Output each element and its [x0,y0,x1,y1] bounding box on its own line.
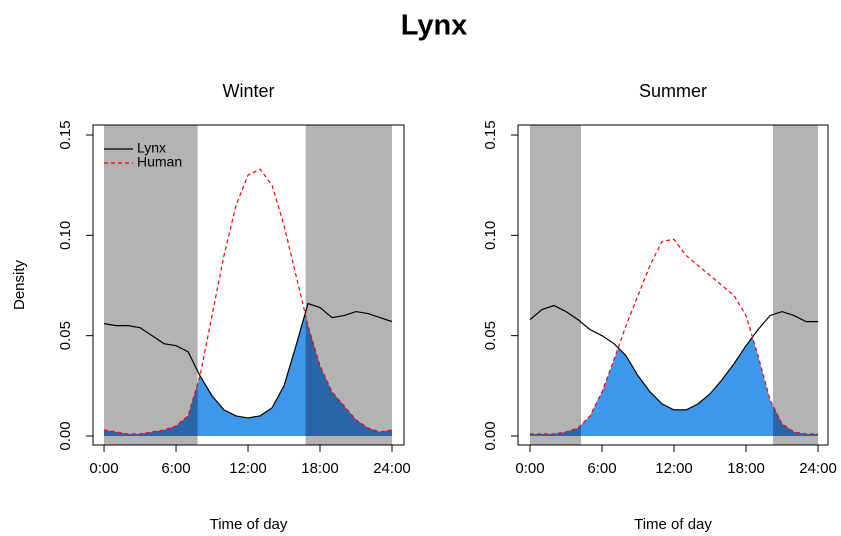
y-tick-label: 0.15 [57,120,74,149]
overlap-night-area [104,303,393,436]
legend-label: Lynx [137,140,166,156]
x-tick-label: 12:00 [655,460,693,477]
night-band [773,125,819,445]
x-tick-label: 0:00 [89,460,118,477]
x-axis-label: Time of day [210,516,288,533]
y-tick-label: 0.00 [57,421,74,450]
legend-label: Human [137,154,182,170]
series-line [103,302,393,419]
y-tick-label: 0.05 [482,321,499,350]
x-tick-label: 24:00 [373,460,411,477]
series-line [529,304,819,411]
x-tick-label: 18:00 [301,460,339,477]
y-tick-label: 0.10 [57,221,74,250]
panel-title: Summer [639,81,707,101]
series-line [103,168,393,435]
y-tick-label: 0.05 [57,321,74,350]
y-tick-label: 0.10 [482,221,499,250]
x-axis-label: Time of day [634,516,712,533]
x-tick-label: 18:00 [727,460,765,477]
overlap-night-group [104,303,393,436]
figure-title: Lynx [401,10,468,42]
x-tick-label: 0:00 [515,460,544,477]
series-line [530,238,819,435]
x-tick-label: 6:00 [161,460,190,477]
x-tick-label: 6:00 [587,460,616,477]
panel-title: Winter [222,81,274,101]
night-band [530,125,582,445]
overlap-group [104,303,393,436]
y-tick-label: 0.00 [482,421,499,450]
x-tick-label: 12:00 [229,460,267,477]
y-axis-label: Density [11,259,28,310]
x-tick-label: 24:00 [799,460,837,477]
night-band [104,125,198,445]
y-tick-label: 0.15 [482,120,499,149]
